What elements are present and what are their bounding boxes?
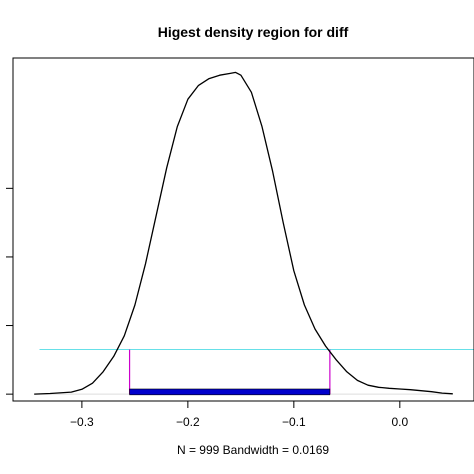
chart-subtitle: N = 999 Bandwidth = 0.0169: [177, 443, 329, 457]
plot-frame: [12, 57, 474, 402]
hdr-layer: [34, 349, 474, 396]
axes-layer: −0.3 −0.2 −0.1 0.0: [6, 187, 408, 429]
chart-title: Higest density region for diff: [158, 24, 349, 40]
density-curve: [34, 71, 453, 395]
density-layer: [34, 71, 453, 395]
hdr-interval-bar: [129, 388, 331, 396]
x-tick-label: −0.2: [176, 415, 200, 429]
x-tick-label: −0.3: [70, 415, 94, 429]
x-tick-label: 0.0: [391, 415, 408, 429]
x-tick-label: −0.1: [282, 415, 306, 429]
